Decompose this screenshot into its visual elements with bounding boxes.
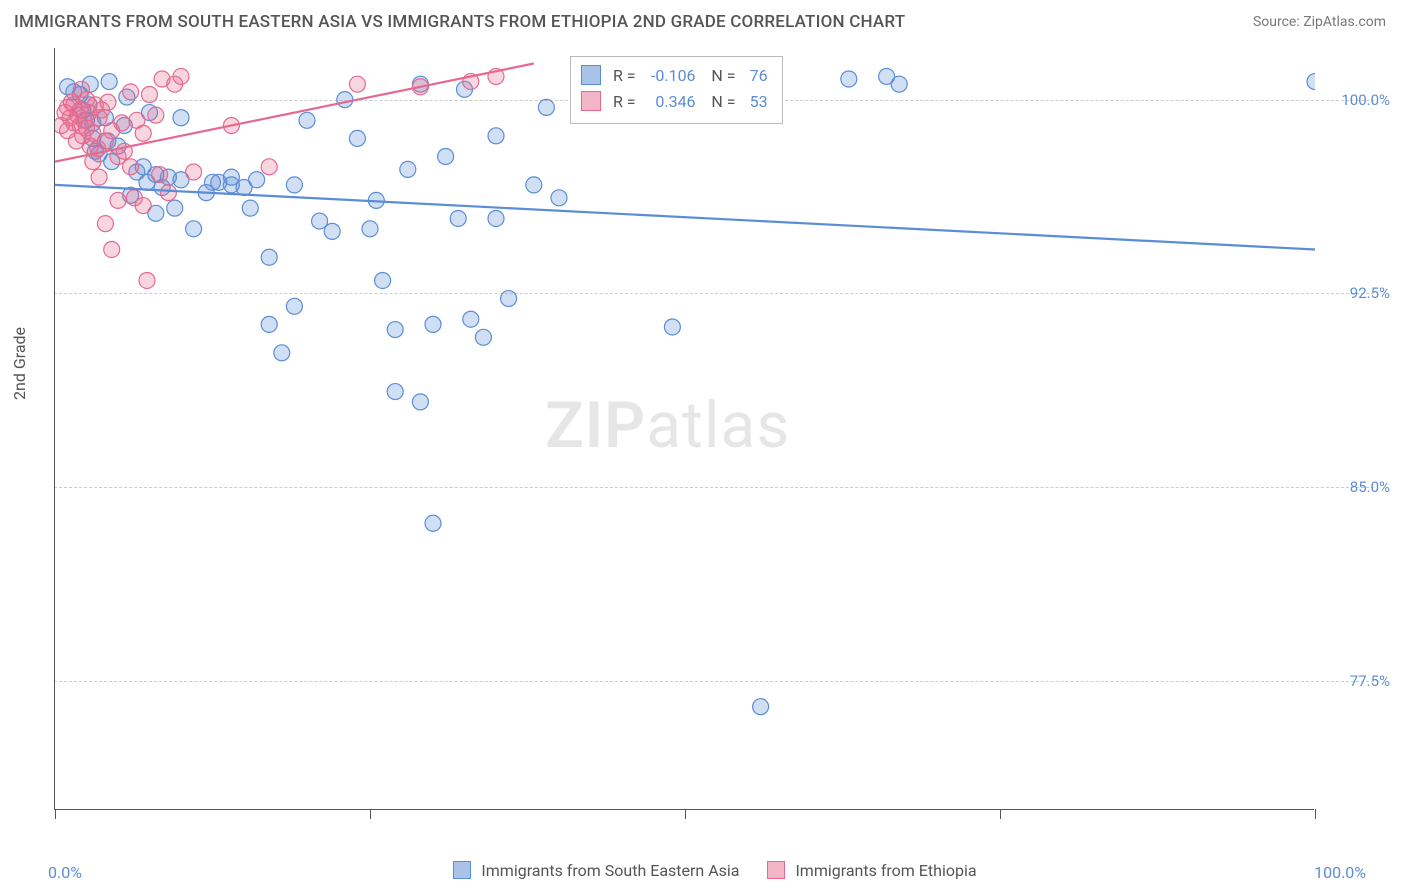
chart-title: IMMIGRANTS FROM SOUTH EASTERN ASIA VS IM… <box>14 12 905 32</box>
stats-row-blue: R = -0.106 N = 76 <box>581 63 768 89</box>
watermark: ZIPatlas <box>545 388 790 463</box>
chart-plot-area: ZIPatlas <box>54 48 1314 810</box>
stats-n-label: N = <box>700 66 740 85</box>
stats-swatch-pink <box>581 91 601 111</box>
legend-label-blue: Immigrants from South Eastern Asia <box>481 861 739 880</box>
stats-r-value-pink: 0.346 <box>640 89 696 115</box>
legend-swatch-blue <box>453 861 471 879</box>
y-tick-label: 92.5% <box>1350 284 1390 302</box>
y-tick-label: 85.0% <box>1350 478 1390 496</box>
stats-r-value-blue: -0.106 <box>640 63 696 89</box>
y-axis-label: 2nd Grade <box>10 327 29 400</box>
watermark-atlas: atlas <box>646 388 790 463</box>
stats-legend-box: R = -0.106 N = 76 R = 0.346 N = 53 <box>570 56 783 124</box>
legend-swatch-pink <box>767 861 785 879</box>
stats-r-label: R = <box>613 66 640 85</box>
stats-row-pink: R = 0.346 N = 53 <box>581 89 768 115</box>
stats-swatch-blue <box>581 65 601 85</box>
legend-label-pink: Immigrants from Ethiopia <box>795 861 976 880</box>
stats-r-label: R = <box>613 92 640 111</box>
y-tick-label: 77.5% <box>1350 672 1390 690</box>
watermark-zip: ZIP <box>545 388 646 463</box>
bottom-legend: Immigrants from South Eastern Asia Immig… <box>0 861 1406 880</box>
stats-n-label: N = <box>700 92 740 111</box>
y-tick-label: 100.0% <box>1341 91 1390 109</box>
stats-n-value-blue: 76 <box>740 63 768 89</box>
source-label: Source: ZipAtlas.com <box>1253 14 1386 30</box>
stats-n-value-pink: 53 <box>740 89 768 115</box>
